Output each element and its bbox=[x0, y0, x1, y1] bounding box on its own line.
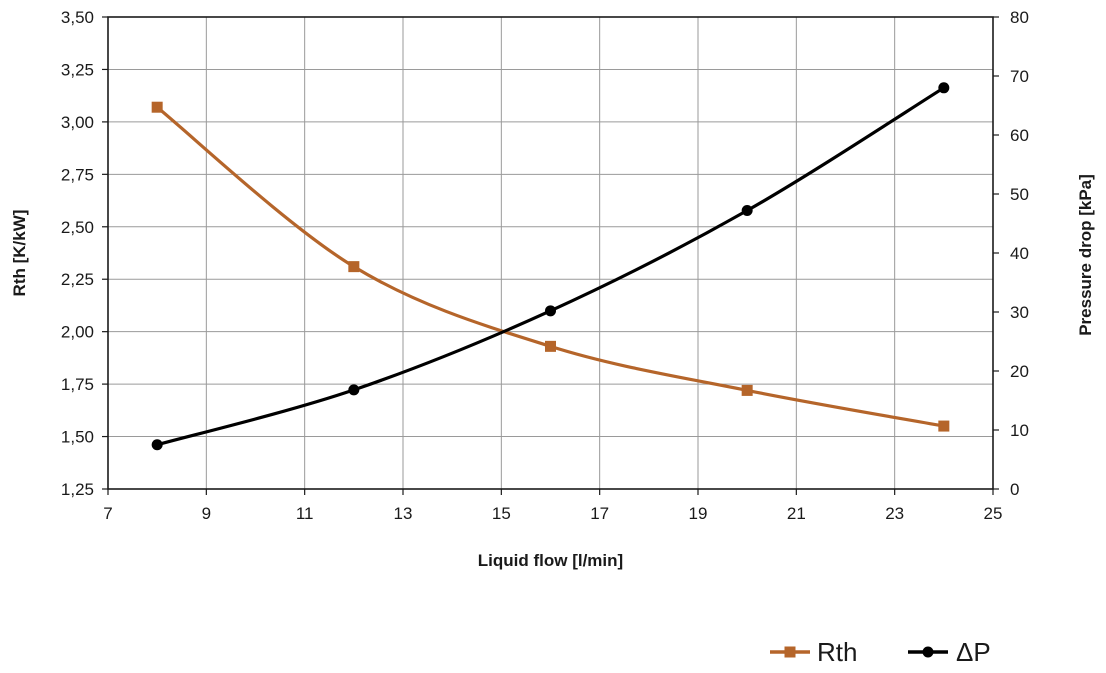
y-tick-label-left: 3,00 bbox=[61, 113, 94, 132]
data-point-delta-p bbox=[938, 82, 950, 94]
y-tick-label-right: 50 bbox=[1010, 185, 1029, 204]
data-point-rth bbox=[348, 261, 360, 273]
y-tick-label-left: 2,50 bbox=[61, 218, 94, 237]
x-tick-label: 7 bbox=[103, 504, 112, 523]
data-point-rth bbox=[151, 101, 163, 113]
x-tick-label: 15 bbox=[492, 504, 511, 523]
x-tick-label: 17 bbox=[590, 504, 609, 523]
series-line-rth bbox=[156, 105, 945, 428]
y-tick-label-left: 2,00 bbox=[61, 323, 94, 342]
y-tick-label-left: 2,75 bbox=[61, 165, 94, 184]
y-tick-label-right: 60 bbox=[1010, 126, 1029, 145]
axes bbox=[102, 16, 999, 495]
data-point-delta-p bbox=[741, 205, 753, 217]
legend-item-delta-p: ΔP bbox=[908, 637, 991, 667]
y-axis-title-left: Rth [K/kW] bbox=[10, 210, 29, 297]
y-tick-label-left: 1,75 bbox=[61, 375, 94, 394]
y-tick-label-right: 30 bbox=[1010, 303, 1029, 322]
y-tick-label-left: 1,25 bbox=[61, 480, 94, 499]
series-layer bbox=[151, 82, 950, 451]
tick-labels: 7 9 11 13 15 17 19 21 23 25 1,25 1,50 1,75 2,00 2,25 2,… bbox=[61, 8, 1029, 523]
legend: Rth ΔP bbox=[770, 637, 991, 667]
y-tick-label-left: 2,25 bbox=[61, 270, 94, 289]
data-point-rth bbox=[938, 420, 950, 432]
series-line-delta-p bbox=[156, 86, 945, 447]
legend-label-delta-p: ΔP bbox=[956, 637, 991, 667]
y-axis-title-right: Pressure drop [kPa] bbox=[1076, 174, 1095, 336]
y-tick-label-right: 40 bbox=[1010, 244, 1029, 263]
grid bbox=[107, 16, 994, 490]
y-tick-label-right: 80 bbox=[1010, 8, 1029, 27]
legend-marker-delta-p bbox=[922, 646, 934, 658]
x-tick-label: 23 bbox=[885, 504, 904, 523]
data-point-delta-p bbox=[545, 305, 556, 317]
x-tick-label: 11 bbox=[296, 504, 314, 523]
y-tick-label-left: 1,50 bbox=[61, 428, 94, 447]
plot-frame bbox=[107, 16, 994, 490]
y-tick-label-right: 0 bbox=[1010, 480, 1019, 499]
x-tick-label: 19 bbox=[689, 504, 708, 523]
axis-titles: Liquid flow [l/min] Rth [K/kW] Pressure … bbox=[10, 174, 1095, 570]
data-point-delta-p bbox=[151, 439, 163, 451]
y-tick-label-right: 20 bbox=[1010, 362, 1029, 381]
x-tick-label: 9 bbox=[202, 504, 211, 523]
data-point-rth bbox=[741, 384, 753, 396]
y-tick-label-left: 3,50 bbox=[61, 8, 94, 27]
data-point-delta-p bbox=[348, 384, 360, 396]
y-tick-label-right: 70 bbox=[1010, 67, 1029, 86]
legend-label-rth: Rth bbox=[817, 637, 857, 667]
data-point-rth bbox=[545, 340, 556, 352]
x-tick-label: 13 bbox=[394, 504, 413, 523]
legend-item-rth: Rth bbox=[770, 637, 857, 667]
legend-marker-rth bbox=[784, 646, 796, 658]
x-tick-label: 25 bbox=[984, 504, 1003, 523]
x-tick-label: 21 bbox=[787, 504, 806, 523]
x-axis-title: Liquid flow [l/min] bbox=[478, 551, 623, 570]
y-tick-label-left: 3,25 bbox=[61, 60, 94, 79]
y-tick-label-right: 10 bbox=[1010, 421, 1029, 440]
